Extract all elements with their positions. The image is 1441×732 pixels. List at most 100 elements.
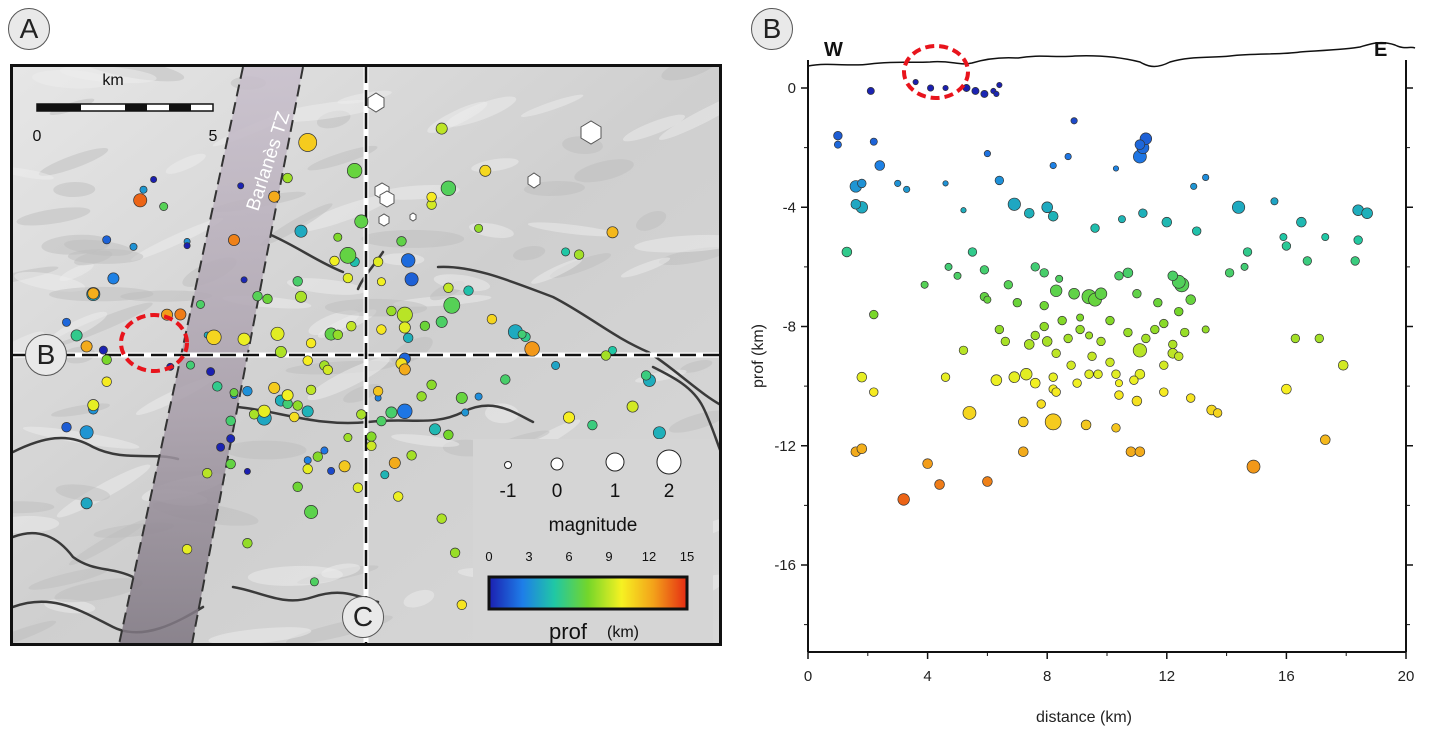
relief-shade bbox=[391, 434, 460, 447]
epicenter-point bbox=[403, 332, 414, 344]
hypocenter-point bbox=[1085, 331, 1094, 340]
river bbox=[269, 233, 345, 274]
hypocenter-point bbox=[1008, 371, 1021, 383]
hypocenter-point bbox=[1111, 369, 1121, 379]
epicenter-point bbox=[380, 470, 390, 480]
hypocenter-point bbox=[1150, 324, 1160, 335]
hypocenter-point bbox=[1125, 446, 1137, 457]
hypocenter-point bbox=[980, 90, 989, 98]
hypocenter-point bbox=[856, 443, 868, 454]
west-label: W bbox=[824, 39, 843, 61]
epicenter-point bbox=[652, 426, 666, 440]
hypocenter-point bbox=[1057, 315, 1067, 326]
hypocenter-point bbox=[1112, 165, 1120, 172]
hypocenter-point bbox=[1048, 372, 1058, 382]
hypocenter-point bbox=[983, 150, 991, 158]
hypocenter-point bbox=[1115, 379, 1123, 388]
epicenter-point bbox=[474, 223, 484, 233]
epicenter-point bbox=[206, 329, 222, 345]
epicenter-point bbox=[372, 256, 384, 267]
hypocenter-point bbox=[940, 372, 951, 382]
epicenter-point bbox=[342, 272, 354, 284]
legend-mag-label: 2 bbox=[664, 481, 675, 502]
hypocenter-point bbox=[1296, 216, 1307, 228]
epicenter-point bbox=[302, 463, 313, 475]
hypocenter-point bbox=[1201, 325, 1210, 334]
epicenter-point bbox=[303, 456, 312, 465]
hypocenter-point bbox=[1039, 300, 1049, 311]
epicenter-point bbox=[474, 392, 483, 401]
relief-shade bbox=[307, 145, 378, 171]
hypocenters bbox=[833, 78, 1373, 506]
hypocenter-point bbox=[1068, 287, 1080, 300]
hypocenter-point bbox=[1281, 241, 1292, 251]
hypocenter-point bbox=[1246, 459, 1261, 474]
epicenter-point bbox=[312, 451, 323, 462]
relief-shade bbox=[13, 620, 57, 643]
hypocenter-point bbox=[1047, 210, 1059, 222]
epicenter-point bbox=[398, 363, 411, 376]
epicenter-point bbox=[295, 290, 307, 303]
y-tick-label: -12 bbox=[774, 438, 796, 455]
epicenter-point bbox=[302, 355, 313, 366]
hypocenter-point bbox=[869, 309, 879, 320]
epicenter-point bbox=[429, 423, 441, 436]
epicenter-point bbox=[268, 381, 281, 394]
epicenter-point bbox=[346, 321, 357, 332]
epicenter-point bbox=[608, 345, 617, 355]
epicenter-point bbox=[196, 299, 205, 309]
relief-shade bbox=[28, 567, 110, 590]
hypocenter-point bbox=[1041, 336, 1053, 347]
epicenter-point bbox=[396, 306, 413, 323]
epicenter-point bbox=[79, 425, 94, 440]
hypocenter-point bbox=[971, 87, 980, 95]
relief-shade bbox=[520, 94, 584, 117]
relief-shade bbox=[668, 410, 719, 433]
hypocenter-point bbox=[990, 374, 1003, 386]
epicenter-point bbox=[202, 468, 213, 479]
hypocenter-point bbox=[1018, 446, 1029, 457]
hypocenter-point bbox=[1020, 368, 1033, 381]
legend-magnitude-symbol bbox=[605, 452, 625, 472]
y-tick-label: 0 bbox=[788, 80, 796, 97]
epicenter-point bbox=[401, 253, 416, 268]
hypocenter-point bbox=[1270, 197, 1279, 206]
epicenter-point bbox=[225, 415, 236, 426]
hypocenter-point bbox=[912, 78, 919, 86]
legend-depth-tick: 6 bbox=[565, 549, 572, 564]
epicenter-point bbox=[397, 403, 413, 419]
relief-shade bbox=[247, 565, 343, 586]
legend-box: -1 0 1 2 magnitude 0 3 6 9 12 15 prof (k… bbox=[473, 439, 713, 643]
epicenter-point bbox=[587, 419, 598, 431]
relief-shade bbox=[268, 99, 385, 123]
epicenter-point bbox=[305, 337, 317, 349]
epicenter-point bbox=[206, 367, 216, 377]
epicenter-point bbox=[228, 234, 240, 247]
legend-depth-tick: 9 bbox=[605, 549, 612, 564]
hypocenter-point bbox=[841, 246, 853, 258]
hypocenter-point bbox=[922, 458, 933, 469]
profile-start-label: B bbox=[25, 334, 67, 376]
scale-bar-segment bbox=[125, 104, 147, 111]
epicenter-point bbox=[419, 320, 431, 332]
hypocenter-point bbox=[1090, 223, 1100, 233]
epicenter-point bbox=[426, 191, 437, 203]
epicenter-point bbox=[257, 404, 271, 418]
legend-magnitude-symbol bbox=[504, 461, 512, 469]
epicenter-point bbox=[186, 360, 195, 370]
epicenter-point bbox=[322, 364, 333, 376]
epicenter-point bbox=[225, 458, 236, 470]
epicenter-point bbox=[216, 442, 226, 452]
blast-hexagon bbox=[379, 190, 395, 208]
hypocenter-point bbox=[1320, 434, 1331, 446]
epicenter-point bbox=[237, 332, 251, 346]
hypocenter-point bbox=[1084, 369, 1094, 379]
hypocenter-point bbox=[982, 476, 993, 487]
epicenter-point bbox=[600, 350, 612, 361]
blast-hexagon bbox=[580, 120, 602, 145]
epicenter-point bbox=[563, 411, 575, 424]
panel-b-label: B bbox=[751, 8, 793, 50]
hypocenter-point bbox=[1070, 117, 1078, 125]
hypocenter-point bbox=[1105, 357, 1115, 367]
epicenter-point bbox=[339, 247, 357, 264]
